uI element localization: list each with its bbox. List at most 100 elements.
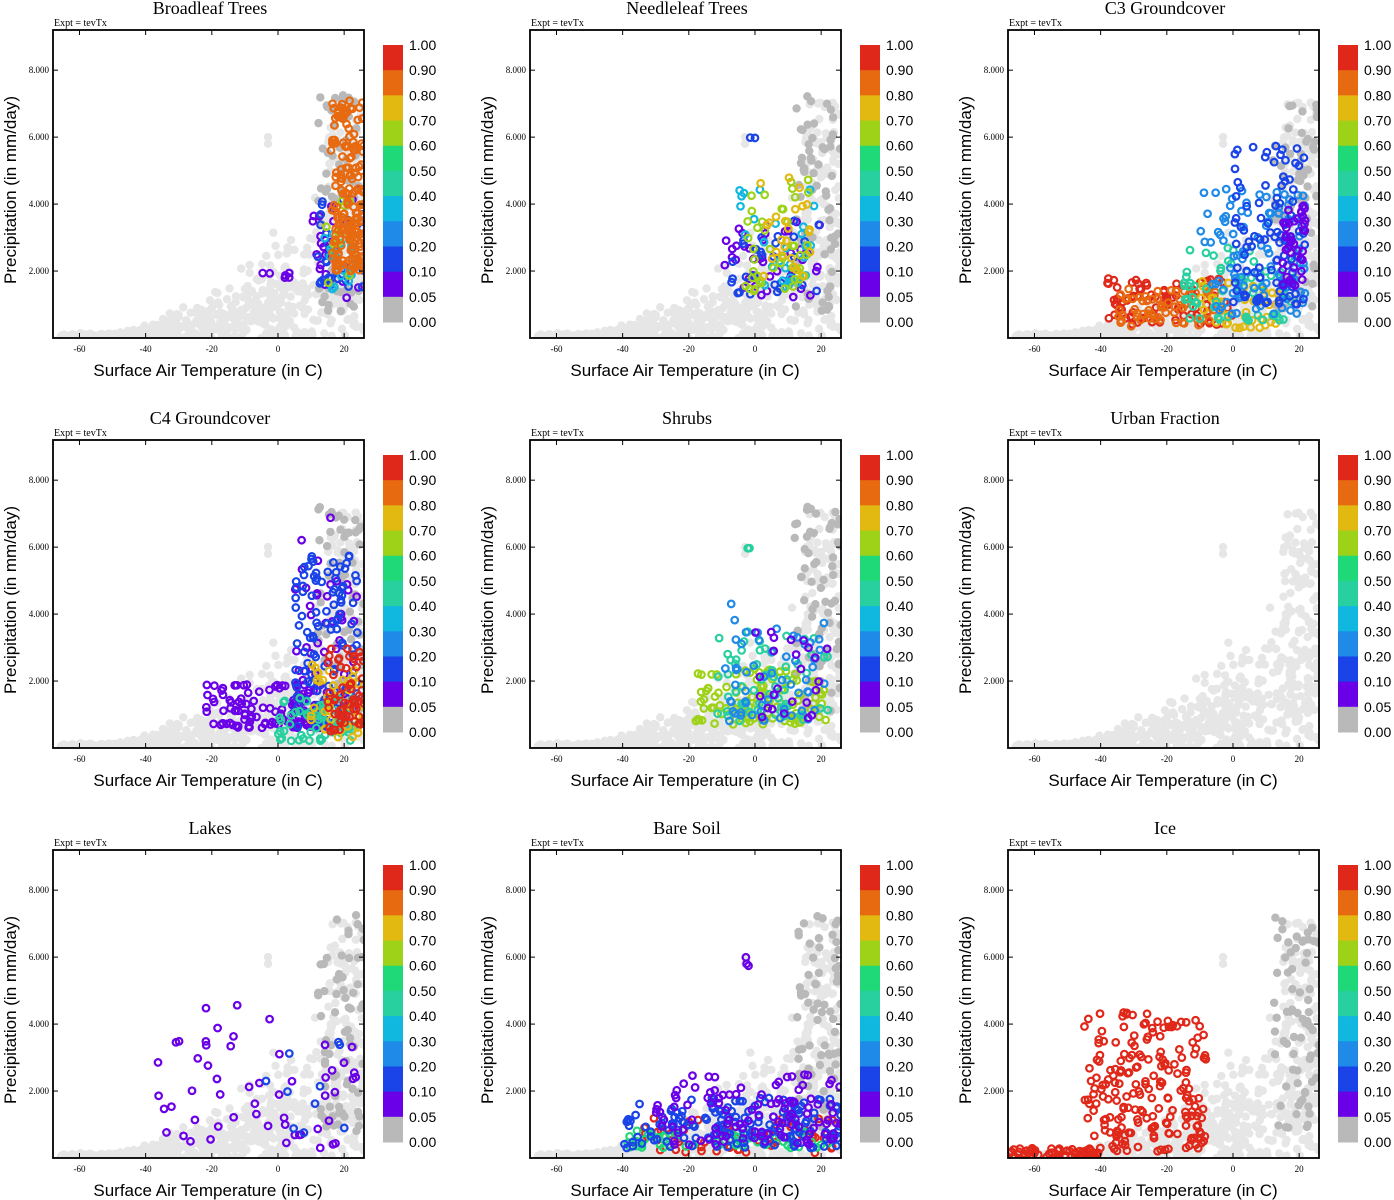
point-background [163,324,173,334]
colorbar-box-0-00 [383,296,403,323]
point-bin-0-80 [352,209,362,218]
point-bin-0-00 [359,599,364,609]
point-bin-0-70 [309,703,319,713]
point-bin-0-05 [1286,248,1296,257]
point-bin-0-00 [803,92,812,101]
point-background [814,235,824,245]
point-bin-0-05 [244,721,254,731]
colorbar-label: 0.05 [886,289,913,305]
point-background [241,312,250,321]
point-background [277,292,287,301]
colorbar-label: 0.20 [409,648,436,664]
point-bin-0-10 [1241,291,1251,301]
point-bin-0-70 [783,224,793,233]
point-bin-0-20 [1293,190,1303,200]
point-bin-0-80 [1139,309,1148,319]
point-bin-0-40 [1183,294,1193,304]
colorbar-label: 1.00 [409,37,436,53]
point-bin-0-80 [351,260,361,269]
point-bin-0-20 [1225,263,1235,273]
point-background [216,731,226,740]
colorbar-label: 0.50 [409,163,436,179]
point-background [266,279,275,289]
point-bin-0-70 [1197,277,1207,286]
point-bin-0-40 [304,736,314,745]
point-bin-0-40 [295,693,305,703]
point-bin-0-10 [337,583,347,593]
colorbar-label: 0.40 [409,188,436,204]
point-bin-0-00 [1285,149,1295,158]
point-bin-0-80 [1178,303,1188,313]
point-background [174,723,183,732]
y-tick-label: 8.000 [29,475,50,485]
point-bin-0-05 [732,241,741,251]
point-background [1233,315,1243,325]
point-bin-0-05 [252,712,261,722]
point-bin-0-10 [750,133,760,143]
point-background [1175,333,1185,338]
point-bin-0-10 [1299,294,1308,304]
colorbar-box-0-90 [860,45,880,71]
point-bin-0-80 [332,246,341,255]
point-bin-0-10 [1231,239,1241,249]
point-background [279,329,289,338]
point-bin-0-80 [1169,308,1179,317]
point-bin-0-05 [249,696,259,706]
point-bin-0-05 [228,720,238,730]
point-background [648,323,657,332]
point-bin-0-40 [285,719,295,729]
point-bin-0-05 [1300,226,1310,236]
point-bin-0-05 [202,707,212,717]
y-axis-label: Precipitation (in mm/day) [956,96,975,284]
point-bin-0-10 [292,639,302,648]
colorbar-box-0-60 [1338,120,1358,147]
point-bin-0-40 [1185,245,1195,255]
x-tick-label: -20 [683,344,695,354]
point-bin-0-70 [1235,323,1245,333]
point-bin-0-70 [767,254,777,264]
colorbar-label: 0.50 [886,163,913,179]
colorbar-label: 0.80 [409,87,436,103]
point-bin-0-05 [756,290,766,300]
point-bin-0-20 [1232,308,1241,318]
colorbar-box-0-10 [1338,246,1358,273]
point-bin-0-20 [1229,251,1239,261]
point-background [780,305,790,314]
point-bin-0-90 [342,644,352,654]
point-background [785,330,794,338]
point-bin-0-00 [809,119,819,128]
colorbar-label: 0.00 [886,314,913,330]
point-bin-0-90 [341,663,351,673]
point-background [263,139,273,149]
point-background [344,314,353,324]
point-bin-0-10 [1254,293,1264,303]
point-background [1295,331,1304,338]
colorbar-box-0-20 [383,631,403,657]
point-bin-0-05 [811,266,821,276]
point-bin-0-10 [1231,191,1241,201]
point-bin-0-00 [808,133,817,143]
point-background [257,333,266,338]
point-background [1186,332,1195,338]
panel-title: Shrubs [662,408,712,428]
point-bin-0-80 [1124,284,1134,294]
point-bin-0-60 [790,192,800,202]
point-bin-0-05 [305,601,315,611]
expt-label: Expt = tevTx [531,428,584,439]
point-background [834,182,841,191]
point-bin-0-05 [247,704,256,714]
plot-frame [1007,29,1320,339]
point-bin-0-40 [1184,281,1194,291]
point-background [1151,333,1161,338]
point-bin-0-80 [353,172,363,182]
point-background [171,323,180,332]
point-bin-0-10 [1271,141,1281,151]
point-bin-0-80 [338,152,347,161]
point-bin-0-10 [1288,185,1298,194]
point-bin-0-05 [284,268,294,278]
point-background [269,638,278,647]
point-bin-0-60 [787,184,797,194]
point-background [140,731,149,740]
point-bin-0-05 [219,706,228,716]
point-background [1200,268,1209,278]
